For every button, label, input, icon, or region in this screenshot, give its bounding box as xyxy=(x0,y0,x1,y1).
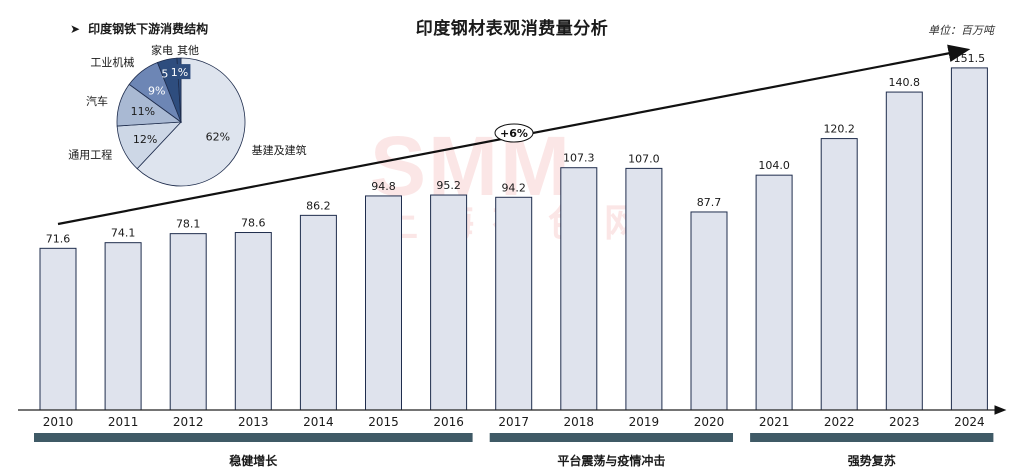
segment-label: 稳健增长 xyxy=(229,453,278,468)
pie-percent-label: 9% xyxy=(148,85,165,98)
data-label: 107.0 xyxy=(628,152,660,165)
data-label: 140.8 xyxy=(889,76,921,89)
data-label: 71.6 xyxy=(46,232,71,245)
pie-slice-name: 家电 xyxy=(151,43,173,57)
pie-slice-name: 通用工程 xyxy=(68,148,112,161)
bar xyxy=(690,211,728,411)
segment-band xyxy=(489,433,733,442)
bar xyxy=(885,91,923,411)
x-tick-label: 2018 xyxy=(564,415,595,429)
x-tick-label: 2023 xyxy=(889,415,920,429)
bar xyxy=(104,242,142,411)
data-label: 94.2 xyxy=(501,181,526,194)
pie-percent-label: 62% xyxy=(206,131,230,144)
pie-slice-name: 其他 xyxy=(177,44,199,57)
pie-slice-name: 工业机械 xyxy=(90,55,134,69)
data-label: 120.2 xyxy=(823,123,855,136)
x-tick-label: 2010 xyxy=(43,415,74,429)
x-tick-label: 2019 xyxy=(629,415,660,429)
x-tick-label: 2014 xyxy=(303,415,334,429)
segment-label: 平台震荡与疫情冲击 xyxy=(557,453,665,468)
pie-slice-name: 基建及建筑 xyxy=(252,143,307,157)
x-tick-label: 2020 xyxy=(694,415,725,429)
bar xyxy=(39,247,77,411)
x-tick-label: 2016 xyxy=(433,415,464,429)
x-tick-label: 2012 xyxy=(173,415,204,429)
growth-badge xyxy=(494,123,534,143)
x-tick-label: 2021 xyxy=(759,415,790,429)
bar xyxy=(169,233,207,411)
bar xyxy=(365,195,402,411)
pie-title: ➤ 印度钢铁下游消费结构 xyxy=(70,20,208,37)
chart-title: 印度钢材表观消费量分析 xyxy=(415,19,609,39)
data-label: 95.2 xyxy=(436,179,461,192)
data-label: 104.0 xyxy=(758,159,790,172)
bar xyxy=(625,167,663,411)
x-tick-label: 2015 xyxy=(368,415,399,429)
bar xyxy=(299,214,337,411)
x-tick-label: 2011 xyxy=(108,415,139,429)
bar xyxy=(560,167,598,411)
data-label: 78.1 xyxy=(176,218,201,231)
pie-slice xyxy=(136,57,246,187)
bar xyxy=(755,174,793,411)
data-label: 86.2 xyxy=(306,199,331,212)
bar xyxy=(820,138,858,411)
unit-label: 单位：百万吨 xyxy=(928,24,994,37)
data-label: 151.5 xyxy=(954,52,986,65)
data-label: 94.8 xyxy=(371,180,396,193)
x-tick-label: 2017 xyxy=(498,415,529,429)
segment-band xyxy=(34,433,473,442)
pie-slice-name: 汽车 xyxy=(86,94,108,108)
pie-label-box xyxy=(168,64,191,80)
growth-label: +6% xyxy=(500,127,528,140)
data-label: 107.3 xyxy=(563,152,595,165)
pie-percent-label: 11% xyxy=(131,105,155,118)
watermark-logo: SMM xyxy=(370,119,572,213)
pie-title-text: 印度钢铁下游消费结构 xyxy=(88,22,209,36)
bar xyxy=(430,194,468,411)
bar xyxy=(495,196,533,411)
data-label: 78.6 xyxy=(241,217,266,230)
bar xyxy=(950,67,988,411)
data-label: 74.1 xyxy=(111,227,136,240)
pie-percent-label: 12% xyxy=(133,133,157,146)
arrow-bullet-icon: ➤ xyxy=(70,22,81,36)
segment-band xyxy=(750,433,994,442)
pie-percent-label: 1% xyxy=(171,66,188,79)
x-tick-label: 2013 xyxy=(238,415,269,429)
bar xyxy=(234,232,272,411)
x-tick-label: 2022 xyxy=(824,415,855,429)
data-label: 87.7 xyxy=(697,196,722,209)
x-tick-label: 2024 xyxy=(954,415,985,429)
segment-label: 强势复苏 xyxy=(848,453,896,468)
